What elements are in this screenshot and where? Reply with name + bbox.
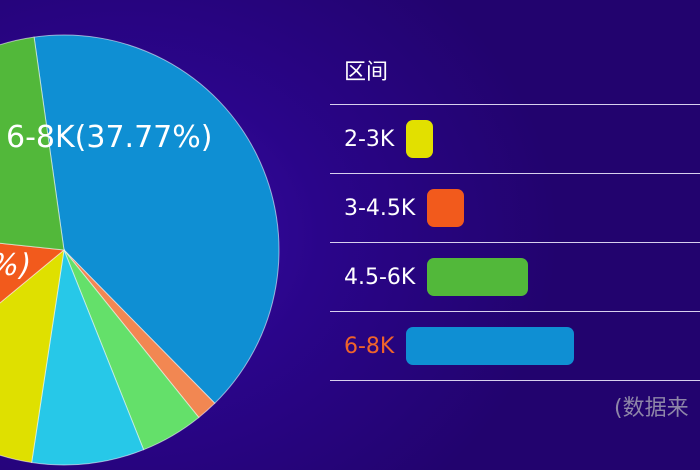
legend-label: 4.5-6K	[344, 264, 416, 290]
legend-label: 2-3K	[344, 126, 395, 152]
legend: 区间 2-3K 3-4.5K 4.5-6K 6-8K	[330, 50, 700, 381]
pie-slice-3	[31, 248, 145, 466]
legend-label: 6-8K	[344, 333, 395, 359]
legend-title: 区间	[330, 50, 700, 105]
legend-row-2-3k: 2-3K	[330, 105, 700, 174]
legend-row-3-4-5k: 3-4.5K	[330, 174, 700, 243]
pie-slice-4	[0, 248, 65, 464]
legend-bar	[406, 327, 575, 365]
legend-row-6-8k: 6-8K	[330, 312, 700, 381]
pie-slice-5	[0, 242, 66, 304]
legend-bar	[406, 120, 434, 158]
pie-slice-6	[0, 36, 65, 251]
legend-label: 3-4.5K	[344, 195, 416, 221]
pie-slice-0	[33, 34, 280, 404]
legend-bar	[427, 189, 465, 227]
slice-label-6-8k: 6-8K(37.77%)	[6, 120, 213, 155]
legend-bar	[427, 258, 529, 296]
source-note: (数据来	[614, 396, 689, 421]
legend-row-4-5-6k: 4.5-6K	[330, 243, 700, 312]
